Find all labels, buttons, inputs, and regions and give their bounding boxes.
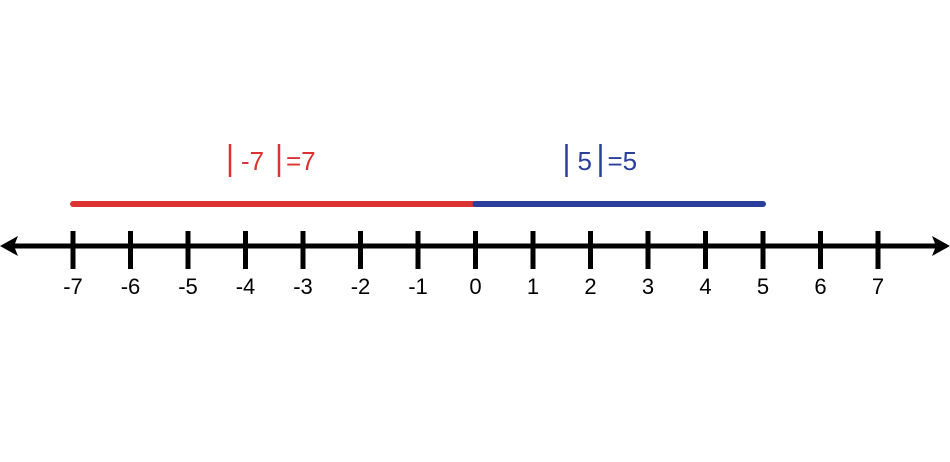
tick-label: 7 (872, 274, 884, 299)
left-arrowhead (0, 236, 18, 256)
right-arrowhead (932, 236, 950, 256)
tick-label: -2 (351, 274, 371, 299)
tick-label: -6 (121, 274, 141, 299)
tick-label: 5 (757, 274, 769, 299)
tick-label: -3 (293, 274, 313, 299)
tick-label: -5 (178, 274, 198, 299)
tick-label: 0 (469, 274, 481, 299)
abs-result: =7 (286, 146, 316, 176)
abs-inner-value: 5 (578, 146, 592, 176)
tick-label: 2 (584, 274, 596, 299)
tick-label: -1 (408, 274, 428, 299)
abs-result: =5 (608, 146, 638, 176)
tick-label: -4 (236, 274, 256, 299)
abs-inner-value: -7 (241, 146, 264, 176)
tick-label: 4 (699, 274, 711, 299)
abs-value-label-neg7: -7 =7 (228, 144, 316, 177)
tick-label: 6 (814, 274, 826, 299)
abs-value-label-5: 5 =5 (565, 144, 638, 177)
tick-label: -7 (63, 274, 83, 299)
abs-value-labels: -7 =7 5 =5 (228, 144, 638, 177)
tick-label: 3 (642, 274, 654, 299)
tick-label: 1 (527, 274, 539, 299)
tick-marks: -7 -6 -5 -4 -3 -2 -1 0 1 2 3 4 5 6 7 (63, 231, 884, 299)
